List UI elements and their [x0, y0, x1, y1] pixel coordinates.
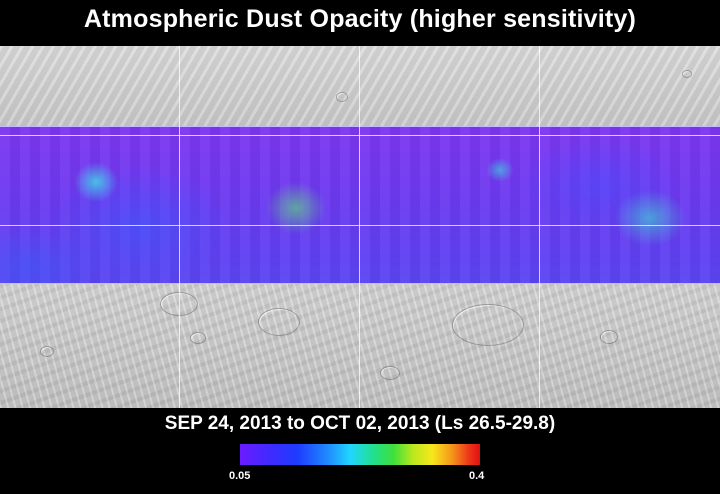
crater	[380, 366, 400, 380]
grid-line-parallel	[0, 135, 720, 136]
dust-opacity-map	[0, 46, 720, 408]
color-scale-min-label: 0.05	[229, 470, 251, 482]
crater	[452, 304, 524, 346]
crater	[40, 346, 54, 357]
overlay-edge-bottom	[0, 283, 720, 284]
date-range-label: SEP 24, 2013 to OCT 02, 2013 (Ls 26.5-29…	[164, 413, 556, 434]
crater	[258, 308, 300, 336]
crater	[600, 330, 618, 344]
overlay-edge-top	[0, 126, 720, 127]
color-scale-max-label: 0.4	[469, 470, 485, 482]
grid-line-meridian	[539, 46, 540, 408]
opacity-color-scale	[240, 444, 480, 465]
crater	[190, 332, 206, 344]
crater	[336, 92, 348, 102]
crater	[682, 70, 692, 78]
grid-line-meridian	[179, 46, 180, 408]
grid-line-meridian	[359, 46, 360, 408]
grid-line-parallel	[0, 225, 720, 226]
shaded-relief-south	[0, 284, 720, 408]
dust-opacity-overlay	[0, 126, 720, 284]
shaded-relief-north	[0, 46, 720, 126]
map-title: Atmospheric Dust Opacity (higher sensiti…	[83, 5, 637, 33]
